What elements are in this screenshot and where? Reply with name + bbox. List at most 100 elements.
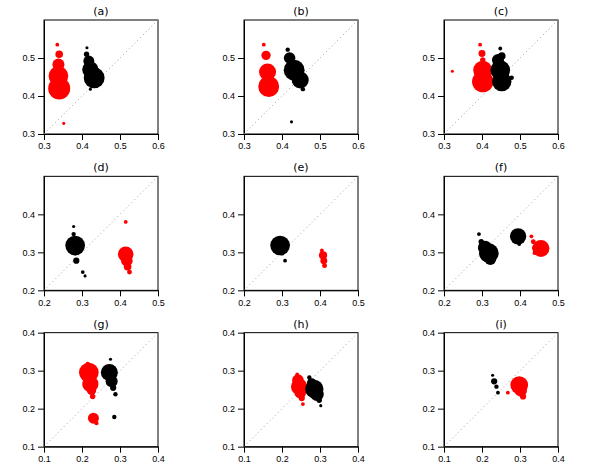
tick: 0.4 bbox=[314, 290, 327, 307]
diagonal bbox=[244, 333, 358, 447]
point bbox=[267, 92, 272, 97]
tick: 0.2 bbox=[22, 404, 44, 414]
plot-area bbox=[444, 20, 558, 134]
tick-mark bbox=[520, 134, 521, 140]
tick-mark bbox=[558, 290, 559, 296]
tick: 0.3 bbox=[422, 248, 444, 258]
tick-mark bbox=[238, 58, 244, 59]
series bbox=[319, 249, 327, 269]
y-axis: 0.20.30.4 bbox=[422, 177, 444, 296]
tick-mark bbox=[482, 290, 483, 296]
series bbox=[529, 234, 549, 257]
point bbox=[260, 87, 264, 91]
tick-label: 0.1 bbox=[422, 442, 435, 452]
series bbox=[79, 362, 99, 426]
y-axis: 0.30.40.5 bbox=[222, 21, 244, 140]
tick: 0.4 bbox=[222, 328, 244, 338]
tick-mark bbox=[238, 290, 244, 291]
x-axis: 0.10.20.30.4 bbox=[38, 447, 165, 464]
point bbox=[90, 394, 95, 399]
tick-mark bbox=[120, 134, 121, 140]
point bbox=[73, 251, 78, 256]
tick-label: 0.4 bbox=[314, 298, 327, 308]
point bbox=[55, 43, 59, 47]
series bbox=[506, 376, 528, 399]
point bbox=[286, 47, 290, 51]
tick: 0.5 bbox=[352, 290, 365, 307]
axis-line bbox=[45, 290, 159, 291]
tick-mark bbox=[482, 134, 483, 140]
frame bbox=[44, 20, 158, 134]
tick: 0.4 bbox=[222, 210, 244, 220]
point bbox=[529, 234, 533, 238]
tick-label: 0.3 bbox=[276, 298, 289, 308]
series bbox=[65, 225, 86, 278]
point bbox=[85, 46, 88, 49]
tick: 0.1 bbox=[438, 447, 451, 464]
tick: 0.2 bbox=[276, 447, 289, 464]
axis-line bbox=[45, 134, 159, 135]
point bbox=[322, 263, 327, 268]
axis-line bbox=[244, 177, 245, 291]
tick-mark bbox=[244, 134, 245, 140]
tick-label: 0.4 bbox=[514, 298, 527, 308]
tick: 0.3 bbox=[276, 290, 289, 307]
point bbox=[472, 71, 493, 92]
frame bbox=[244, 20, 358, 134]
tick-label: 0.3 bbox=[438, 141, 451, 151]
tick-label: 0.3 bbox=[422, 129, 435, 139]
point bbox=[98, 79, 103, 84]
tick-mark bbox=[438, 290, 444, 291]
panel-title: (c) bbox=[494, 5, 509, 18]
point bbox=[124, 220, 128, 224]
panel-title: (b) bbox=[293, 5, 309, 18]
point bbox=[280, 251, 285, 256]
point bbox=[113, 392, 117, 396]
tick-label: 0.1 bbox=[438, 454, 451, 464]
tick-label: 0.5 bbox=[552, 298, 565, 308]
plot-area bbox=[244, 333, 358, 447]
tick: 0.3 bbox=[22, 129, 44, 139]
point bbox=[89, 88, 92, 91]
panel-title: (d) bbox=[93, 161, 109, 174]
diagonal bbox=[444, 20, 558, 134]
tick-mark bbox=[358, 447, 359, 453]
tick-mark bbox=[238, 134, 244, 135]
series bbox=[101, 358, 118, 420]
tick-mark bbox=[158, 134, 159, 140]
plot-area bbox=[244, 176, 358, 290]
plot-area bbox=[44, 333, 158, 447]
tick-label: 0.2 bbox=[276, 454, 289, 464]
tick: 0.3 bbox=[114, 447, 127, 464]
x-axis: 0.10.20.30.4 bbox=[238, 447, 365, 464]
point bbox=[532, 240, 549, 257]
series bbox=[118, 220, 134, 275]
tick-label: 0.6 bbox=[152, 141, 165, 151]
tick: 0.2 bbox=[438, 290, 451, 307]
tick: 0.2 bbox=[76, 447, 89, 464]
tick-mark bbox=[438, 214, 444, 215]
tick-mark bbox=[38, 333, 44, 334]
tick-mark bbox=[520, 447, 521, 453]
point bbox=[60, 92, 65, 97]
series bbox=[305, 375, 324, 407]
diagonal bbox=[44, 176, 158, 290]
point bbox=[127, 270, 132, 275]
tick: 0.4 bbox=[276, 134, 289, 151]
tick-label: 0.5 bbox=[514, 141, 527, 151]
tick-label: 0.3 bbox=[76, 298, 89, 308]
tick: 0.3 bbox=[222, 129, 244, 139]
tick-mark bbox=[82, 134, 83, 140]
tick-mark bbox=[244, 290, 245, 296]
point bbox=[509, 76, 513, 80]
tick-label: 0.4 bbox=[22, 328, 35, 338]
tick-mark bbox=[44, 447, 45, 453]
panel: 0.20.30.40.50.20.30.4(f) bbox=[422, 161, 564, 307]
tick-label: 0.2 bbox=[222, 286, 235, 296]
tick: 0.4 bbox=[76, 134, 89, 151]
tick-label: 0.1 bbox=[22, 442, 35, 452]
tick-mark bbox=[38, 371, 44, 372]
point bbox=[299, 395, 305, 401]
point bbox=[510, 228, 526, 244]
x-axis: 0.20.30.40.5 bbox=[238, 290, 365, 307]
